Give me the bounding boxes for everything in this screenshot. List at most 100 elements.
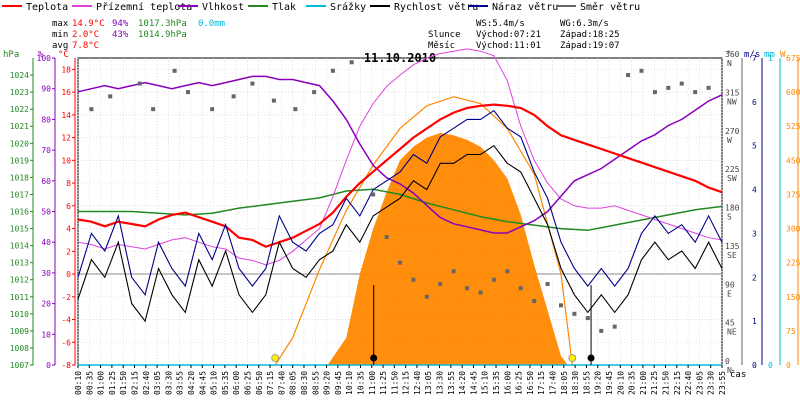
legend-item-rain: Srážky xyxy=(306,1,366,13)
wind-dir-point xyxy=(559,303,563,308)
y-tick-label: 0 xyxy=(46,361,51,370)
wind-dir-point xyxy=(250,81,255,86)
series xyxy=(77,48,723,366)
legend-label: Srážky xyxy=(330,1,366,13)
unit-pct: % xyxy=(38,50,44,60)
wind-dir-point xyxy=(89,107,94,112)
y-tick-label: 45 xyxy=(725,319,735,328)
y-tick-label: 7 xyxy=(752,54,757,63)
y-tick-label: 16 xyxy=(61,88,71,97)
unit-wm2: W xyxy=(780,50,786,60)
y-tick-label: 1017 xyxy=(10,190,29,199)
wind-dir-point xyxy=(599,328,604,333)
y-tick-label: 80 xyxy=(41,115,51,124)
sun-set: Západ:18:25 xyxy=(560,30,620,40)
y-tick-label: 1012 xyxy=(10,276,29,285)
x-tick-label: 22:15 xyxy=(673,371,682,395)
x-tick-label: 18:30 xyxy=(571,371,580,395)
x-tick-label: 07:40 xyxy=(277,371,286,395)
unit-mm: mm xyxy=(764,50,775,60)
y-tick-label: 90 xyxy=(41,85,51,94)
legend-item-ground-temp: Přízemní teplota xyxy=(72,1,192,13)
y-tick-label: SE xyxy=(727,251,737,260)
series-humidity xyxy=(77,75,723,234)
unit-time: čas xyxy=(730,369,746,380)
legend-item-humidity: Vlhkost xyxy=(178,2,244,13)
wind-ws: WS:5.4m/s xyxy=(476,19,525,29)
wind-dir-point xyxy=(572,311,577,316)
y-tick-label: 20 xyxy=(41,300,51,309)
y-tick-label: 300 xyxy=(786,225,800,234)
x-tick-label: 13:30 xyxy=(436,371,445,395)
legend-item-wind-speed: Rychlost větru xyxy=(370,1,478,13)
x-tick-label: 20:35 xyxy=(628,371,637,395)
wind-dir-point xyxy=(398,260,402,265)
x-tick-label: 05:35 xyxy=(221,371,230,395)
y-tick-label: 1015 xyxy=(10,225,29,234)
x-tick-label: 23:05 xyxy=(695,371,704,395)
x-tick-label: 03:05 xyxy=(153,371,162,395)
axis-units: hPa % °C ° m/s mm W čas xyxy=(3,50,786,380)
x-tick-label: 15:10 xyxy=(481,371,490,395)
stats-block: max 14.9°C 94% 1017.3hPa 0.0mm min 2.0°C… xyxy=(52,19,225,51)
wind-dir-point xyxy=(679,81,684,86)
y-tick-label: 0 xyxy=(752,361,757,370)
wind-dir-point xyxy=(293,107,298,112)
y-tick-label: 1011 xyxy=(10,293,29,302)
y-tick-label: NW xyxy=(727,97,737,106)
y-tick-label: 2 xyxy=(752,273,757,282)
y-tick-label: -8 xyxy=(61,361,71,370)
moon-label: Měsíc xyxy=(428,41,455,51)
x-tick-label: 18:55 xyxy=(582,371,591,395)
y-tick-label: 1013 xyxy=(10,259,29,268)
wind-dir-point xyxy=(666,85,671,90)
wind-dir-point xyxy=(349,60,354,65)
axes: 1007100810091010101110121013101410151016… xyxy=(10,50,800,375)
y-tick-label: 225 xyxy=(725,165,740,174)
y-tick-label: 1023 xyxy=(10,88,29,97)
x-tick-label: 20:10 xyxy=(616,371,625,395)
y-tick-label: 1019 xyxy=(10,156,29,165)
sun-moon-info: WS:5.4m/s WG:6.3m/s Slunce Východ:07:21 … xyxy=(428,19,620,51)
y-tick-label: 1022 xyxy=(10,105,29,114)
x-tick-label: 02:15 xyxy=(130,371,139,395)
x-tick-label: 15:35 xyxy=(492,371,501,395)
stats-min-press: 1014.9hPa xyxy=(138,30,187,40)
solar-area xyxy=(327,133,568,365)
stats-min-temp: 2.0°C xyxy=(72,30,99,40)
y-tick-label: 1024 xyxy=(10,71,29,80)
y-tick-label: 1 xyxy=(768,54,773,63)
x-tick-label: 08:05 xyxy=(289,371,298,395)
legend-item-pressure: Tlak xyxy=(248,2,296,13)
x-tick-label: 21:25 xyxy=(650,371,659,395)
unit-hpa: hPa xyxy=(3,50,19,60)
y-tick-label: 315 xyxy=(725,88,740,97)
sun-label: Slunce xyxy=(428,30,461,40)
wind-dir-point xyxy=(312,90,317,95)
legend-label: Rychlost větru xyxy=(394,1,478,13)
x-tick-label: 08:30 xyxy=(300,371,309,395)
x-tick-label: 21:50 xyxy=(662,371,671,395)
stats-max-press: 1017.3hPa xyxy=(138,19,187,29)
moon-marker xyxy=(587,354,595,362)
y-tick-label: W xyxy=(727,136,732,145)
legend: Teplota Přízemní teplota Vlhkost Tlak Sr… xyxy=(2,1,640,13)
y-tick-label: 675 xyxy=(786,54,800,63)
y-tick-label: 225 xyxy=(786,259,800,268)
x-tick-label: 01:00 xyxy=(97,371,106,395)
x-tick-label: 13:55 xyxy=(447,371,456,395)
wind-dir-point xyxy=(271,98,276,103)
y-tick-label: 40 xyxy=(41,238,51,247)
y-tick-label: E xyxy=(727,289,732,298)
x-tick-label: 08:55 xyxy=(311,371,320,395)
x-tick-label: 19:20 xyxy=(594,371,603,395)
x-tick-label: 09:45 xyxy=(334,371,343,395)
y-tick-label: 1009 xyxy=(10,327,29,336)
y-tick-label: 1010 xyxy=(10,310,29,319)
x-tick-label: 11:50 xyxy=(390,371,399,395)
legend-label: Tlak xyxy=(272,2,296,13)
unit-degc: °C xyxy=(58,50,69,60)
legend-label: Vlhkost xyxy=(202,2,244,13)
series-wind-speed xyxy=(77,144,723,323)
x-tick-label: 11:25 xyxy=(379,371,388,395)
